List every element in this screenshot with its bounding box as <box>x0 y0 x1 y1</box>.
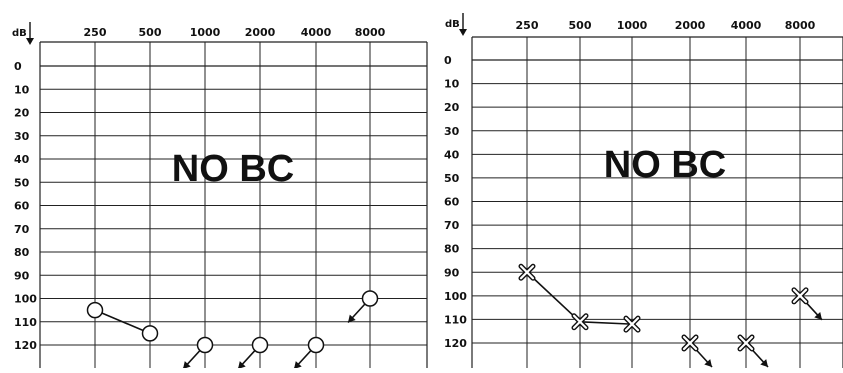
y-tick-label: 80 <box>14 246 30 259</box>
audiogram-panel-2: 250 500 1000 2000 4000 8000 0 10 20 30 40 50 60 70 80 9… <box>444 13 843 368</box>
db-arrow-head <box>26 38 34 45</box>
x-tick-label: 2000 <box>245 26 276 39</box>
audiogram-panel-1: 250 500 1000 2000 4000 8000 0 10 20 30 40 50 60 70 80 9… <box>12 22 428 370</box>
y-tick-label: 80 <box>444 243 460 256</box>
data-point-cross <box>572 314 588 329</box>
no-response-arrow-head <box>704 359 712 367</box>
y-tick-label: 30 <box>444 125 460 138</box>
x-tick-label: 1000 <box>617 19 648 32</box>
y-tick-label: 40 <box>14 153 30 166</box>
y-tick-label: 110 <box>14 316 37 329</box>
y-tick-label: 50 <box>444 172 460 185</box>
no-response-arrow-head <box>348 314 356 323</box>
y-tick-label: 90 <box>444 266 460 279</box>
y-tick-label: 90 <box>14 269 30 282</box>
y-tick-label: 30 <box>14 130 30 143</box>
y-tick-label: 60 <box>444 196 460 209</box>
no-bc-annotation: NO BC <box>604 144 726 186</box>
data-point-circle <box>141 325 159 342</box>
db-arrow-head <box>459 29 467 36</box>
connecting-line <box>94 309 151 335</box>
y-axis-label: dB <box>445 19 460 30</box>
data-point-circle <box>251 336 269 354</box>
data-point-cross <box>624 317 640 332</box>
x-tick-label: 1000 <box>190 26 221 39</box>
x-tick-label: 8000 <box>355 26 386 39</box>
y-tick-label: 60 <box>14 200 30 213</box>
y-tick-label: 120 <box>444 337 467 350</box>
y-tick-label: 70 <box>14 223 30 236</box>
no-response-arrow-head <box>238 361 246 369</box>
y-axis-label: dB <box>12 28 27 39</box>
x-tick-label: 250 <box>84 26 107 39</box>
y-tick-label: 110 <box>444 313 467 326</box>
no-response-arrow-head <box>760 359 768 367</box>
y-tick-label: 0 <box>14 60 22 73</box>
connecting-line <box>526 271 581 323</box>
data-point-circle <box>307 336 325 354</box>
data-point-cross <box>519 265 535 280</box>
data-point-circle <box>86 301 104 319</box>
y-tick-label: 100 <box>444 290 467 303</box>
data-point-circle <box>196 336 214 354</box>
no-response-arrow-head <box>183 361 191 369</box>
no-response-arrow-head <box>294 361 302 369</box>
y-tick-label: 100 <box>14 293 37 306</box>
x-tick-label: 2000 <box>675 19 706 32</box>
y-tick-label: 40 <box>444 148 460 161</box>
y-tick-label: 0 <box>444 54 452 67</box>
data-point-cross <box>738 335 754 351</box>
no-response-arrow-head <box>814 311 822 320</box>
y-tick-label: 20 <box>444 101 460 114</box>
x-tick-label: 500 <box>139 26 162 39</box>
data-point-circle <box>361 290 379 307</box>
y-tick-label: 120 <box>14 339 37 352</box>
x-tick-label: 4000 <box>301 26 332 39</box>
y-tick-label: 70 <box>444 219 460 232</box>
y-tick-label: 10 <box>444 78 460 91</box>
x-tick-label: 4000 <box>731 19 762 32</box>
connecting-line <box>579 320 633 325</box>
data-point-cross <box>792 288 808 303</box>
data-point-cross <box>682 335 698 351</box>
y-tick-label: 50 <box>14 176 30 189</box>
no-bc-annotation: NO BC <box>172 148 294 190</box>
x-tick-label: 250 <box>516 19 539 32</box>
y-tick-label: 20 <box>14 107 30 120</box>
y-tick-label: 10 <box>14 83 30 96</box>
x-tick-label: 500 <box>569 19 592 32</box>
x-tick-label: 8000 <box>785 19 816 32</box>
